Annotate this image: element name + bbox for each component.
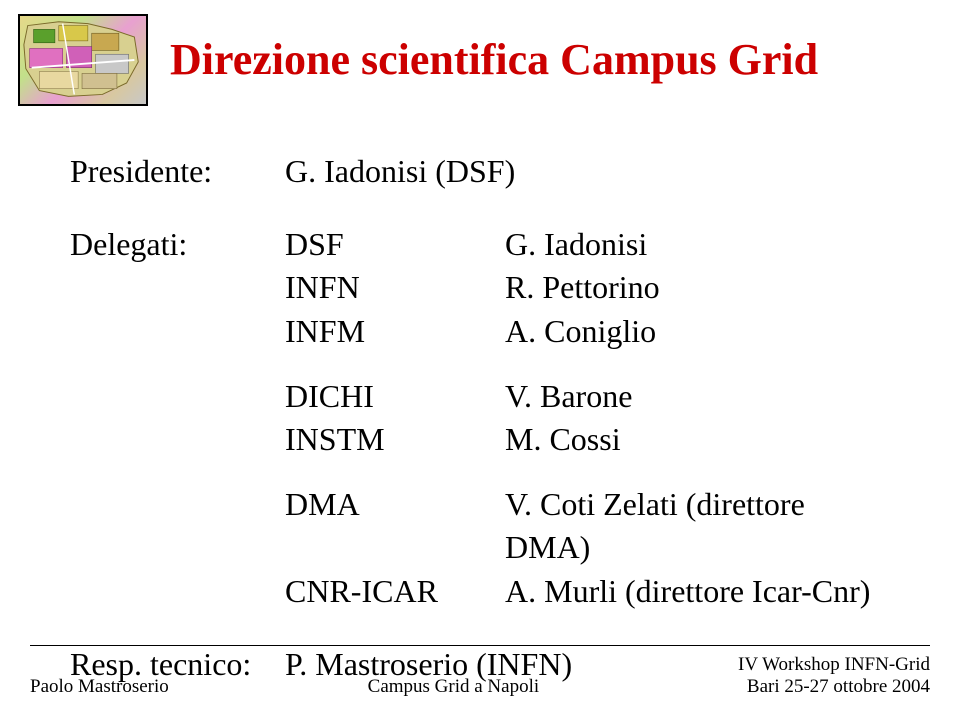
campus-map-logo: [18, 14, 148, 106]
delegati-org: INSTM: [285, 418, 505, 461]
footer-event-line2: Bari 25-27 ottobre 2004: [738, 676, 930, 698]
delegati-org: DICHI: [285, 375, 505, 418]
delegati-org: INFM: [285, 310, 505, 353]
delegati-org: DSF: [285, 223, 505, 266]
delegati-org: CNR-ICAR: [285, 570, 505, 613]
row-presidente: Presidente: G. Iadonisi (DSF): [70, 150, 890, 193]
delegati-item: INSTM M. Cossi: [285, 418, 890, 461]
delegati-item: DMA V. Coti Zelati (direttore DMA): [285, 483, 890, 569]
delegati-item: CNR-ICAR A. Murli (direttore Icar-Cnr): [285, 570, 890, 613]
value-presidente: G. Iadonisi (DSF): [285, 150, 515, 193]
delegati-person: R. Pettorino: [505, 266, 660, 309]
page-title: Direzione scientifica Campus Grid: [170, 34, 920, 85]
footer-divider: [30, 645, 930, 646]
delegati-item: DICHI V. Barone: [285, 375, 890, 418]
footer-author: Paolo Mastroserio: [30, 676, 169, 698]
delegati-person: A. Coniglio: [505, 310, 656, 353]
content-area: Presidente: G. Iadonisi (DSF) Delegati: …: [70, 150, 890, 716]
slide: Direzione scientifica Campus Grid Presid…: [0, 0, 960, 710]
footer-event: IV Workshop INFN-Grid Bari 25-27 ottobre…: [738, 654, 930, 698]
delegati-item: INFM A. Coniglio: [285, 310, 890, 353]
delegati-item: DSF G. Iadonisi: [285, 223, 890, 266]
delegati-person: M. Cossi: [505, 418, 621, 461]
footer-event-line1: IV Workshop INFN-Grid: [738, 654, 930, 676]
label-delegati: Delegati:: [70, 223, 285, 613]
delegati-person: V. Barone: [505, 375, 632, 418]
row-delegati: Delegati: DSF G. Iadonisi INFN R. Pettor…: [70, 223, 890, 613]
delegati-org: DMA: [285, 483, 505, 569]
footer: Paolo Mastroserio Campus Grid a Napoli I…: [30, 654, 930, 698]
delegati-org: INFN: [285, 266, 505, 309]
footer-title: Campus Grid a Napoli: [169, 676, 738, 698]
delegati-item: INFN R. Pettorino: [285, 266, 890, 309]
label-presidente: Presidente:: [70, 150, 285, 193]
delegati-person: V. Coti Zelati (direttore DMA): [505, 483, 890, 569]
delegati-person: G. Iadonisi: [505, 223, 647, 266]
delegati-person: A. Murli (direttore Icar-Cnr): [505, 570, 870, 613]
